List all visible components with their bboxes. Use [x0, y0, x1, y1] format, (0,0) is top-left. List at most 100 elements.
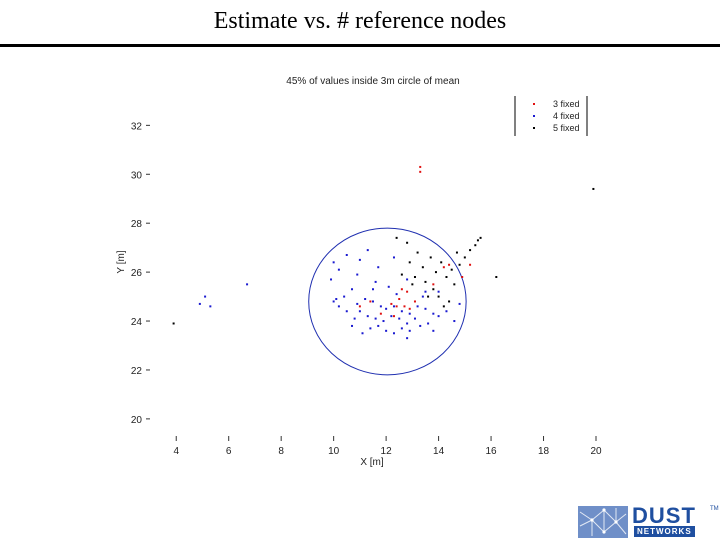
data-point [172, 322, 175, 325]
x-tick-label: 12 [381, 446, 393, 457]
data-point [437, 295, 440, 298]
data-point [385, 329, 388, 332]
data-point [413, 317, 416, 320]
logo-subtext: NETWORKS [634, 526, 695, 537]
data-point [495, 276, 498, 279]
data-point [432, 283, 435, 286]
data-point [398, 317, 401, 320]
data-point [382, 320, 385, 323]
data-point [448, 300, 451, 303]
y-tick-label: 30 [131, 170, 143, 181]
x-tick-label: 14 [433, 446, 445, 457]
data-point [445, 310, 448, 313]
mean-circle [308, 227, 467, 376]
legend-label: 3 fixed [553, 99, 580, 109]
data-point [463, 256, 466, 259]
data-point [445, 276, 448, 279]
y-axis-label: Y [m] [116, 250, 127, 273]
data-point [369, 300, 372, 303]
data-point [434, 271, 437, 274]
x-tick-label: 10 [328, 446, 340, 457]
data-point [372, 288, 374, 291]
data-point [209, 305, 212, 308]
data-point [392, 256, 395, 259]
data-point [455, 251, 458, 254]
data-point [377, 266, 380, 269]
dust-networks-logo: DUST TM NETWORKS [578, 503, 719, 538]
data-point [366, 315, 369, 318]
x-tick-label: 4 [173, 446, 179, 457]
series-2 [172, 187, 595, 325]
data-point [335, 298, 338, 301]
data-point [437, 315, 440, 318]
data-point [392, 305, 395, 308]
data-point [416, 251, 419, 254]
data-point [413, 276, 416, 279]
series-1 [198, 249, 461, 340]
data-point [332, 300, 335, 303]
data-point [372, 300, 374, 303]
legend: 3 fixed 4 fixed 5 fixed [514, 96, 588, 136]
data-point [427, 295, 430, 298]
x-tick-label: 18 [538, 446, 550, 457]
data-point [343, 295, 346, 298]
data-point [408, 312, 411, 315]
data-point [592, 187, 595, 190]
data-point [385, 307, 388, 310]
logo-trademark: TM [710, 506, 719, 512]
data-point [390, 315, 393, 318]
data-point [395, 305, 398, 308]
data-point [476, 239, 479, 242]
mean-circle-layer [308, 227, 467, 376]
data-point [437, 290, 440, 293]
data-point [387, 285, 390, 288]
data-point [330, 278, 333, 281]
data-point [366, 249, 369, 252]
data-point [400, 273, 403, 276]
y-tick-label: 24 [131, 317, 143, 328]
data-point [345, 310, 348, 313]
data-point [424, 280, 427, 283]
data-point [406, 337, 409, 340]
data-point [469, 249, 472, 252]
data-point [337, 305, 340, 308]
data-point [398, 298, 401, 301]
y-tick-label: 28 [131, 219, 143, 230]
logo-wordmark: DUST [632, 503, 696, 528]
data-point [358, 258, 361, 261]
x-tick-label: 8 [278, 446, 284, 457]
data-point [403, 305, 406, 308]
data-point [400, 288, 403, 291]
data-point [395, 293, 398, 296]
data-point [353, 317, 356, 320]
data-point [408, 307, 411, 310]
network-mesh-icon [578, 506, 628, 538]
data-point [358, 310, 361, 313]
data-point [453, 283, 456, 286]
data-point [427, 322, 430, 325]
data-point [469, 263, 472, 266]
data-point [453, 320, 456, 323]
slide-title: Estimate vs. # reference nodes [213, 8, 507, 34]
data-point [351, 324, 354, 327]
series-0 [358, 165, 472, 318]
data-point [432, 288, 435, 291]
x-tick-label: 16 [485, 446, 497, 457]
y-tick-label: 26 [131, 268, 143, 279]
y-tick-label: 32 [131, 121, 143, 132]
data-point [395, 236, 398, 239]
x-tick-label: 20 [590, 446, 602, 457]
y-tick-label: 22 [131, 366, 143, 377]
data-point [246, 283, 249, 286]
data-point [345, 253, 348, 256]
data-point [337, 268, 340, 271]
data-point [406, 241, 409, 244]
data-point [442, 266, 445, 269]
points-layer [172, 165, 595, 340]
data-point [450, 268, 453, 271]
data-point [392, 315, 395, 318]
axes: 4 6 8 10 12 14 16 18 20 20 22 24 26 28 30 32 [131, 121, 602, 457]
data-point [392, 332, 395, 335]
data-point [369, 327, 372, 330]
data-point [419, 324, 422, 327]
